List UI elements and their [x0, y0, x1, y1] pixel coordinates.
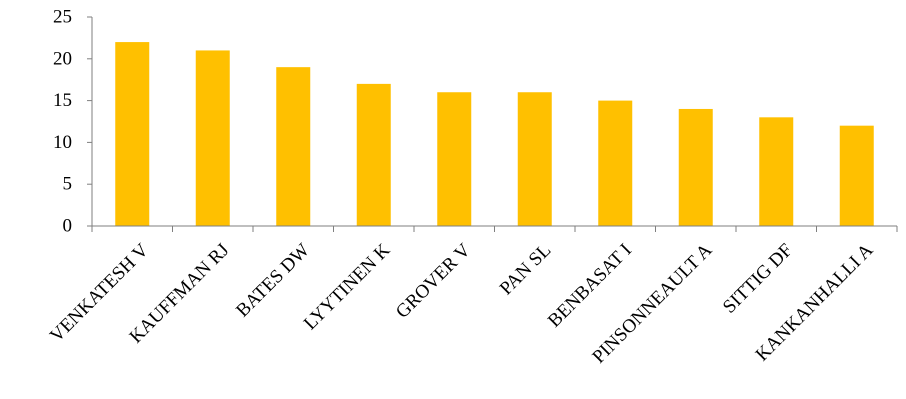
bar [759, 117, 794, 226]
bar [839, 125, 874, 226]
y-tick-label: 0 [63, 216, 73, 237]
y-axis-ticks: 0 5 10 15 20 25 [53, 7, 92, 237]
x-tick-label: LYYTINEN K [300, 240, 395, 335]
bar [195, 50, 230, 226]
bar [517, 92, 552, 227]
y-tick-label: 15 [53, 90, 72, 111]
bar [598, 100, 633, 226]
bar [356, 83, 391, 226]
bar [115, 42, 150, 226]
y-tick-label: 10 [53, 132, 72, 153]
y-tick-label: 25 [53, 7, 72, 28]
x-tick-label: PAN SL [496, 240, 556, 300]
bars-group [115, 42, 874, 227]
y-tick-label: 5 [63, 174, 73, 195]
bar [678, 108, 713, 226]
x-tick-label: BATES DW [232, 240, 314, 322]
y-tick-label: 20 [53, 48, 72, 69]
bar [437, 92, 472, 227]
x-tick-label: GROVER V [392, 240, 475, 323]
bar [276, 67, 311, 226]
x-tick-label: SITTIG DF [719, 240, 797, 318]
x-axis-ticks [91, 226, 898, 232]
